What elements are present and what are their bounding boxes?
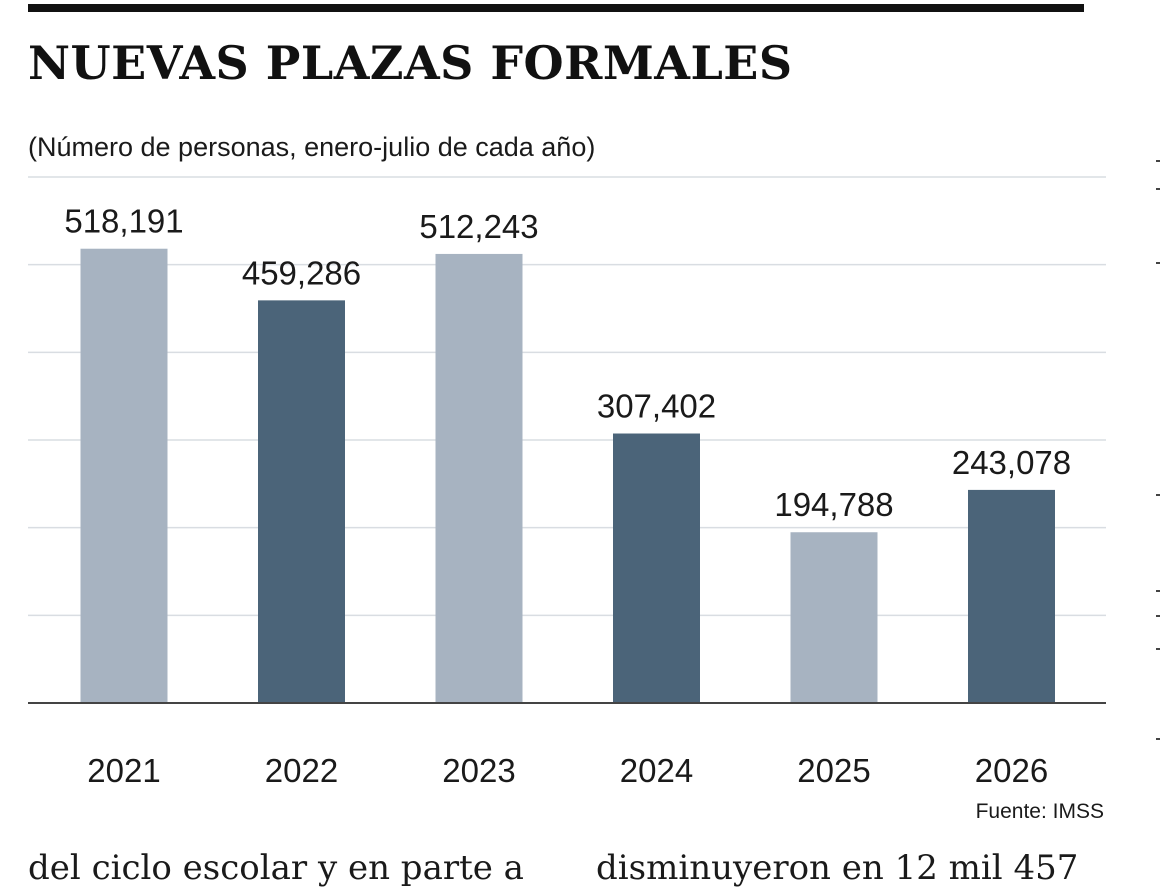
source-note: Fuente: IMSS <box>975 800 1104 823</box>
chart-subtitle: (Número de personas, enero-julio de cada… <box>28 132 596 162</box>
top-rule <box>28 4 1084 12</box>
bar-value-label-2022: 459,286 <box>242 254 361 291</box>
bar-value-label-2025: 194,788 <box>774 486 893 523</box>
x-tick-label-2023: 2023 <box>442 752 515 789</box>
bar-2024 <box>613 433 700 703</box>
body-text-left: del ciclo escolar y en parte a <box>28 848 524 888</box>
x-tick-label-2024: 2024 <box>620 752 693 789</box>
bar-2022 <box>258 300 345 703</box>
bar-value-label-2021: 518,191 <box>64 203 183 240</box>
bar-value-label-2026: 243,078 <box>952 444 1071 481</box>
bar-value-label-2024: 307,402 <box>597 388 716 425</box>
bar-2021 <box>80 248 168 703</box>
x-tick-label-2022: 2022 <box>265 752 338 789</box>
x-tick-label-2021: 2021 <box>87 752 160 789</box>
bar-value-label-2023: 512,243 <box>419 208 538 245</box>
chart-title: NUEVAS PLAZAS FORMALES <box>28 36 793 90</box>
x-tick-label-2025: 2025 <box>797 752 870 789</box>
x-tick-label-2026: 2026 <box>975 752 1048 789</box>
bar-2025 <box>790 532 878 703</box>
body-text-right: disminuyeron en 12 mil 457 <box>596 848 1079 888</box>
bar-2023 <box>435 253 523 703</box>
bar-2026 <box>968 489 1055 703</box>
